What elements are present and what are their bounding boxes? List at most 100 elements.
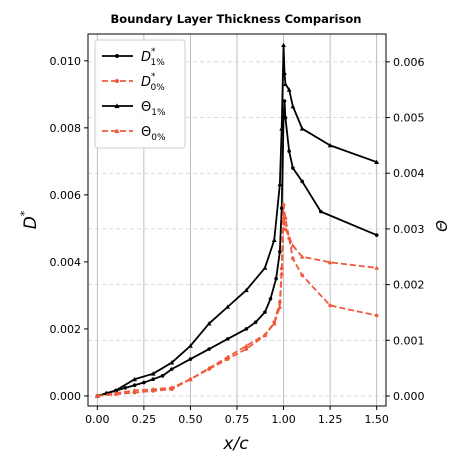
data-point: [281, 215, 286, 220]
data-point: [225, 304, 231, 309]
data-point: [300, 179, 304, 184]
data-point: [279, 206, 284, 211]
data-point: [291, 256, 295, 261]
data-point: [299, 254, 305, 259]
data-point: [113, 390, 119, 396]
data-point: [290, 243, 296, 248]
data-point: [283, 81, 288, 87]
series-layer: [94, 42, 380, 398]
data-point: [160, 374, 165, 378]
data-point: [206, 365, 212, 371]
y2-axis-label: Θ: [433, 220, 451, 232]
data-point: [374, 265, 380, 270]
y-tick-label: 0.006: [50, 189, 82, 202]
legend-marker: [115, 79, 119, 83]
data-point: [300, 273, 304, 278]
data-point: [206, 321, 212, 326]
series-3: [94, 215, 380, 398]
data-point: [328, 303, 332, 308]
data-point: [278, 250, 282, 254]
legend-label: D* 0%: [141, 72, 165, 93]
series-0: [95, 99, 379, 398]
x-tick-label: 1.25: [318, 413, 343, 426]
legend-marker: [114, 128, 120, 134]
data-point: [188, 343, 193, 348]
data-point: [277, 304, 283, 309]
data-point: [277, 181, 283, 187]
y2-tick-label: 0.005: [393, 112, 425, 125]
data-point: [132, 383, 137, 388]
data-point: [327, 259, 333, 265]
legend-marker: [115, 54, 119, 58]
data-point: [142, 380, 146, 385]
data-point: [225, 337, 230, 341]
x-tick-label: 0.00: [85, 413, 110, 426]
y2-tick-label: 0.006: [393, 56, 425, 69]
data-point: [244, 347, 249, 351]
legend-item: Θ1%: [102, 100, 166, 118]
legend-label: D* 1%: [141, 47, 165, 68]
data-point: [262, 265, 268, 270]
series-line: [97, 44, 377, 397]
data-point: [188, 376, 193, 382]
y-tick-label: 0.008: [50, 122, 82, 135]
data-point: [283, 226, 288, 231]
data-point: [113, 388, 119, 393]
data-point: [282, 70, 287, 75]
data-point: [290, 103, 296, 109]
data-point: [123, 386, 128, 390]
y-axis-label-sup: *: [18, 210, 31, 216]
ticks-layer: 0.00 0.25 0.50 0.75 1.00 1.25 1.50 0.000 0.002 0.…: [50, 55, 425, 426]
data-point: [244, 327, 249, 331]
data-point: [271, 321, 277, 326]
y-tick-label: 0.010: [50, 55, 82, 68]
data-point: [263, 310, 267, 314]
x-tick-label: 1.00: [271, 413, 296, 426]
x-tick-label: 1.50: [364, 413, 389, 426]
y-axis-label: D*: [18, 210, 41, 229]
data-point: [207, 347, 211, 351]
legend-item: D* 1%: [102, 47, 165, 68]
data-point: [225, 354, 231, 359]
data-point: [243, 343, 249, 348]
legend-item: D* 0%: [102, 72, 165, 93]
y-tick-label: 0.002: [50, 323, 82, 336]
data-point: [150, 386, 156, 392]
data-point: [282, 99, 287, 103]
legend-label: Θ0%: [141, 125, 166, 143]
data-point: [279, 271, 285, 276]
data-point: [281, 42, 286, 48]
data-point: [188, 357, 193, 361]
legend-label: Θ1%: [141, 100, 166, 118]
data-point: [319, 209, 323, 214]
data-point: [287, 149, 291, 154]
x-tick-label: 0.75: [225, 413, 250, 426]
series-2: [94, 42, 380, 398]
data-point: [243, 287, 249, 293]
legend-box: [94, 39, 186, 149]
data-point: [262, 332, 268, 337]
data-point: [268, 296, 273, 301]
data-point: [279, 126, 285, 131]
x-tick-label: 0.50: [178, 413, 203, 426]
legend-item: Θ0%: [102, 125, 166, 143]
data-point: [170, 367, 174, 371]
data-point: [271, 237, 277, 242]
y2-tick-label: 0.002: [393, 279, 425, 292]
data-point: [374, 159, 380, 165]
x-tick-label: 0.25: [132, 413, 157, 426]
y-axis-label-text: D*: [18, 210, 41, 229]
y2-tick-label: 0.003: [393, 223, 425, 236]
y-tick-label: 0.000: [50, 390, 82, 403]
data-point: [150, 371, 156, 376]
data-point: [374, 233, 379, 237]
chart-title: Boundary Layer Thickness Comparison: [111, 12, 362, 26]
data-point: [132, 376, 137, 382]
y2-tick-label: 0.004: [393, 167, 425, 180]
data-point: [94, 393, 100, 398]
data-point: [281, 203, 286, 207]
legend: D* 1% D* 0% Θ1% Θ0%: [94, 39, 186, 149]
y2-axis-label-text: Θ: [433, 220, 451, 232]
legend-marker: [114, 103, 120, 109]
